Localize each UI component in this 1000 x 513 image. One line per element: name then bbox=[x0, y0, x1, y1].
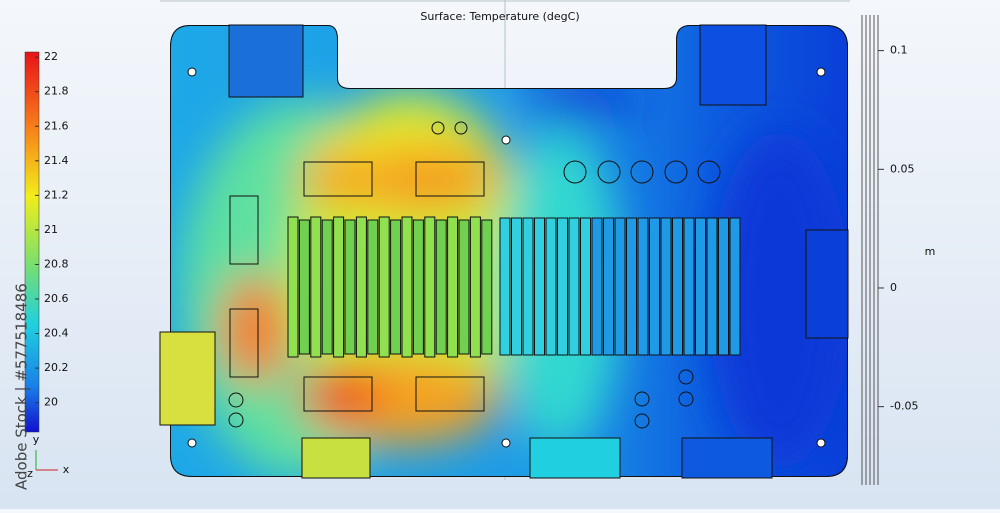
colorbar-tick-label: 21 bbox=[44, 223, 58, 236]
fin bbox=[626, 217, 637, 356]
fin bbox=[344, 219, 356, 355]
components bbox=[159, 24, 849, 479]
fin bbox=[557, 217, 568, 356]
fin bbox=[591, 217, 603, 356]
fin bbox=[534, 217, 545, 356]
fin bbox=[435, 219, 447, 355]
colorbar-tick-label: 20.2 bbox=[44, 361, 69, 374]
triad: y x z bbox=[27, 433, 70, 480]
fin bbox=[355, 216, 367, 358]
fin bbox=[447, 216, 459, 358]
fin bbox=[718, 217, 729, 356]
fin bbox=[287, 216, 299, 358]
fin bbox=[729, 217, 741, 356]
colorbar-tick-label: 20 bbox=[44, 396, 58, 409]
fin bbox=[481, 219, 493, 355]
colorbar-tick-label: 20.8 bbox=[44, 257, 69, 270]
fin bbox=[401, 216, 413, 358]
colorbar-tick-label: 21.2 bbox=[44, 188, 69, 201]
fin bbox=[310, 216, 322, 358]
fin bbox=[367, 219, 379, 355]
fin bbox=[637, 217, 649, 356]
colorbar-tick-label: 22 bbox=[44, 50, 58, 63]
axis-label: m bbox=[925, 245, 936, 258]
fin bbox=[522, 217, 534, 356]
fin bbox=[458, 219, 470, 355]
axis-frame bbox=[861, 15, 879, 485]
fin bbox=[706, 217, 718, 356]
fin bbox=[499, 217, 511, 356]
triad-x: x bbox=[63, 463, 70, 476]
fin bbox=[511, 217, 522, 356]
fin bbox=[649, 217, 660, 356]
colorbar bbox=[24, 51, 40, 433]
fin bbox=[683, 217, 695, 356]
colorbar-tick-label: 21.6 bbox=[44, 119, 69, 132]
fin bbox=[580, 217, 591, 356]
axis-tick-label: 0 bbox=[890, 281, 897, 294]
fin bbox=[298, 219, 310, 355]
fin bbox=[568, 217, 580, 356]
axis-tick-label: -0.05 bbox=[890, 400, 918, 413]
fin bbox=[424, 216, 436, 358]
fin bbox=[333, 216, 345, 358]
watermark: Adobe Stock | #577518486 bbox=[13, 283, 31, 490]
fin bbox=[321, 219, 333, 355]
fin bbox=[378, 216, 390, 358]
triad-z: z bbox=[27, 467, 33, 480]
axis-tick-label: 0.1 bbox=[890, 44, 908, 57]
fin bbox=[390, 219, 402, 355]
fin bbox=[660, 217, 672, 356]
colorbar-tick-label: 20.4 bbox=[44, 327, 69, 340]
plot-title: Surface: Temperature (degC) bbox=[420, 10, 579, 23]
fin bbox=[614, 217, 626, 356]
fin bbox=[412, 219, 424, 355]
colorbar-tick-label: 20.6 bbox=[44, 292, 69, 305]
fin bbox=[603, 217, 614, 356]
colorbar-tick-label: 21.8 bbox=[44, 85, 69, 98]
colorbar-tick-label: 21.4 bbox=[44, 154, 69, 167]
axis-tick-label: 0.05 bbox=[890, 162, 915, 175]
fin bbox=[469, 216, 481, 358]
fin bbox=[545, 217, 557, 356]
fin bbox=[695, 217, 706, 356]
fin bbox=[672, 217, 683, 356]
triad-y: y bbox=[33, 433, 40, 446]
